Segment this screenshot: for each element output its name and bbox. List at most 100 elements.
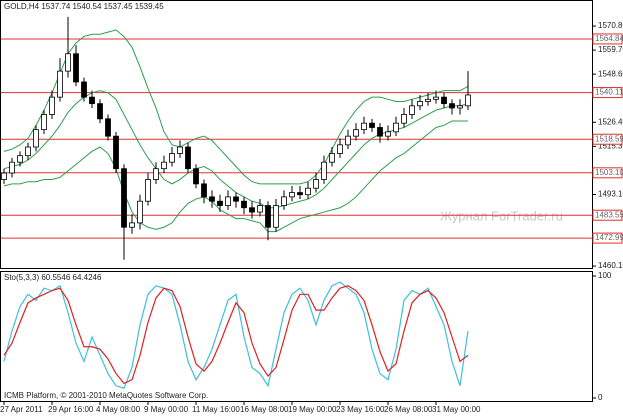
candle-body [105, 118, 111, 137]
stoch-panel [0, 271, 593, 402]
level-label: 1518.59 [595, 134, 623, 143]
candle-body [369, 122, 375, 128]
candle-body [425, 98, 431, 102]
candle-body [353, 129, 359, 137]
bollinger-band [3, 29, 469, 185]
candle-body [377, 127, 383, 137]
price-panel [0, 0, 593, 269]
candle-body [401, 114, 407, 124]
candle-body [169, 153, 175, 163]
candle-body [433, 96, 439, 100]
candle-body [137, 200, 143, 224]
candle-body [9, 161, 15, 174]
stoch-line [3, 281, 469, 389]
level-label: 1472.99 [595, 233, 623, 242]
candle-body [201, 183, 207, 198]
candle-body [41, 114, 47, 131]
candle-body [409, 105, 415, 115]
candle-body [417, 101, 423, 107]
level-label: 1540.11 [595, 88, 623, 97]
y-tick-label: 1526.40 [598, 117, 623, 126]
candle-body [89, 96, 95, 105]
candle-body [385, 131, 391, 137]
y-tick-label: 1515.30 [598, 141, 623, 150]
candle-body [273, 205, 279, 228]
x-tick-label: 31 May 00:00 [432, 405, 481, 414]
y-tick-label: 1559.70 [598, 45, 623, 54]
candle-body [441, 96, 447, 105]
candle-body [241, 200, 247, 209]
y-tick-label: 1548.60 [598, 69, 623, 78]
level-box [592, 33, 623, 45]
candle-body [329, 153, 335, 163]
level-label: 1564.84 [595, 34, 623, 43]
candle-body [249, 207, 255, 213]
y-tick-label: 1460.10 [598, 261, 623, 270]
candle-body [113, 135, 119, 170]
candle-body [25, 146, 31, 157]
x-tick-label: 27 Apr 2011 [0, 405, 43, 414]
candle-body [153, 168, 159, 180]
level-box [592, 133, 623, 145]
candle-body [217, 200, 223, 206]
y-tick-label: 100 [598, 271, 612, 280]
candle-body [17, 155, 23, 163]
watermark: Журнал ForTrader.ru [440, 208, 563, 223]
x-tick-label: 29 Apr 16:00 [48, 405, 94, 414]
candle-body [457, 105, 463, 109]
candle-body [33, 129, 39, 148]
candle-body [193, 168, 199, 185]
candle-body [57, 70, 63, 98]
candle-body [361, 122, 367, 131]
level-box [592, 87, 623, 99]
candle-body [121, 168, 127, 228]
candle-body [49, 96, 55, 115]
candle-body [265, 205, 271, 228]
bollinger-band [3, 120, 468, 233]
y-tick-label: 1570.80 [598, 21, 623, 30]
x-tick-label: 9 May 00:00 [144, 405, 189, 414]
level-label: 1503.10 [595, 168, 623, 177]
candle-body [345, 135, 351, 146]
candle-body [289, 192, 295, 198]
candle-body [209, 196, 215, 202]
candle-body [1, 172, 7, 180]
candle-body [449, 103, 455, 109]
candle-body [465, 94, 471, 107]
candle-body [65, 53, 71, 72]
copyright: ICMB Platform, © 2001-2010 MetaQuotes So… [4, 391, 208, 400]
level-box [592, 167, 623, 179]
candle-body [129, 222, 135, 228]
chart-title: GOLD,H4 1537.74 1540.54 1537.45 1539.45 [4, 2, 164, 11]
candle-body [337, 144, 343, 154]
stoch-line [3, 285, 469, 385]
candle-body [313, 179, 319, 189]
candle-body [297, 192, 303, 196]
candle-body [97, 103, 103, 120]
level-label: 1483.55 [595, 210, 623, 219]
candle-body [185, 146, 191, 170]
candle-body [225, 196, 231, 206]
x-tick-label: 4 May 08:00 [96, 405, 141, 414]
candle-body [305, 187, 311, 196]
x-tick-label: 19 May 00:00 [288, 405, 337, 414]
x-tick-label: 16 May 08:00 [240, 405, 289, 414]
candle-body [161, 161, 167, 170]
x-tick-label: 11 May 16:00 [192, 405, 240, 414]
y-tick-label: 0 [598, 393, 603, 402]
candle-body [393, 122, 399, 133]
candle-body [177, 146, 183, 154]
level-box [592, 209, 623, 221]
candle-body [233, 196, 239, 202]
candle-body [281, 196, 287, 206]
stoch-title: Sto(5,3,3) 60.5546 64.4246 [4, 273, 102, 282]
candle-body [321, 161, 327, 180]
x-tick-label: 23 May 16:00 [336, 405, 385, 414]
level-box [592, 232, 623, 244]
candle-body [145, 179, 151, 202]
x-tick-label: 26 May 08:00 [384, 405, 433, 414]
candle-body [257, 205, 263, 213]
candle-body [81, 81, 87, 98]
candle-body [73, 53, 79, 83]
